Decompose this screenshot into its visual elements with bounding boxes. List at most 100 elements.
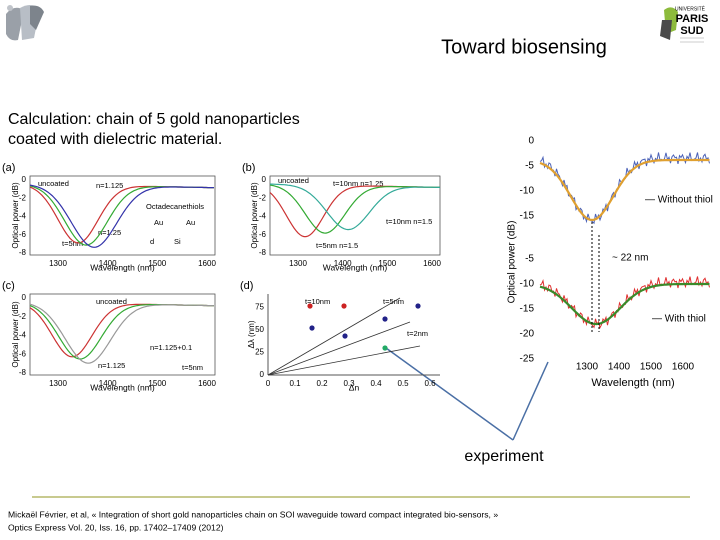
x-tick-label: 1400 <box>99 259 117 268</box>
point <box>309 325 315 331</box>
annotation: t=5nm <box>182 363 203 372</box>
panel-label: (c) <box>2 280 15 292</box>
y-tick-label: -8 <box>259 248 267 257</box>
y-tick-label: 0 <box>528 136 534 147</box>
x-tick-label: 1300 <box>289 259 307 268</box>
y-tick-label: -5 <box>525 161 534 172</box>
annotation: Au <box>186 218 195 227</box>
x-tick-label: 1300 <box>576 362 599 373</box>
reference-line: Optics Express Vol. 20, Iss. 16, pp. 174… <box>8 522 224 532</box>
y-tick-label: -2 <box>259 193 267 202</box>
x-tick-label: 0.4 <box>370 379 382 388</box>
x-tick-label: 1500 <box>640 362 663 373</box>
panel-label: (a) <box>2 162 15 174</box>
x-tick-label: 1400 <box>99 379 117 388</box>
curve <box>539 282 710 326</box>
annotation: n=1.25 <box>98 228 121 237</box>
x-tick-label: 0.2 <box>316 379 328 388</box>
y-tick-label: -6 <box>259 230 267 239</box>
y-tick-label: -10 <box>520 186 535 197</box>
curve <box>269 185 440 238</box>
annotation: d <box>150 237 154 246</box>
x-tick-label: 0.1 <box>289 379 301 388</box>
x-tick-label: 1600 <box>198 259 216 268</box>
y-tick-label: 25 <box>255 348 264 357</box>
annotation: — Without thiol <box>645 195 713 206</box>
intro-line: coated with dielectric material. <box>8 131 222 148</box>
x-tick-label: 1400 <box>608 362 631 373</box>
x-tick-label: 1600 <box>672 362 695 373</box>
annotation: Si <box>174 237 181 246</box>
intro-line: Calculation: chain of 5 gold nanoparticl… <box>8 111 300 128</box>
x-tick-label: 1600 <box>198 379 216 388</box>
y-tick-label: -25 <box>520 354 535 365</box>
logo-text: UNIVERSITÉ <box>675 5 706 12</box>
reference-line: Mickaël Février, et al, « Integration of… <box>8 509 498 519</box>
annotation: t=10nm n=1.25 <box>333 179 383 188</box>
annotation: uncoated <box>96 297 127 306</box>
annotation: uncoated <box>38 179 69 188</box>
curve <box>29 303 215 364</box>
y-tick-label: -10 <box>520 279 535 290</box>
annotation: t=10nm n=1.5 <box>386 217 432 226</box>
point <box>307 303 313 309</box>
annotation: t=10nm <box>305 297 330 306</box>
annotation: Au <box>154 218 163 227</box>
y-tick-label: 50 <box>255 325 264 334</box>
annotation: t=2nm <box>407 329 428 338</box>
x-tick-label: 0.5 <box>397 379 409 388</box>
x-tick-label: 1500 <box>148 259 166 268</box>
point <box>341 303 347 309</box>
annotation: n=1.125+0.1 <box>150 343 192 352</box>
annotation: uncoated <box>278 176 309 185</box>
annotation: n=1.125 <box>98 361 125 370</box>
x-tick-label: 0.3 <box>343 379 355 388</box>
logo-left <box>6 5 44 41</box>
y-axis-label: Optical power (dB) <box>507 221 518 304</box>
plot-frame <box>269 175 441 256</box>
annotation: t=5nm <box>62 239 83 248</box>
y-tick-label: -4 <box>259 212 267 221</box>
y-tick-label: -4 <box>19 331 27 340</box>
fit-line <box>267 345 421 376</box>
x-tick-label: 1600 <box>423 259 441 268</box>
y-tick-label: -8 <box>19 248 27 257</box>
y-tick-label: 0 <box>22 175 27 184</box>
title: Toward biosensing <box>441 36 607 58</box>
annotation: — With thiol <box>652 314 706 325</box>
y-tick-label: -2 <box>19 312 27 321</box>
y-tick-label: -5 <box>525 254 534 265</box>
logo-right: UNIVERSITÉ PARIS SUD <box>660 5 709 43</box>
panel-label: (d) <box>240 280 253 292</box>
y-tick-label: -2 <box>19 193 27 202</box>
fit-line <box>267 297 401 376</box>
y-tick-label: -20 <box>520 329 535 340</box>
y-tick-label: -6 <box>19 230 27 239</box>
curve <box>539 158 710 222</box>
x-axis-label: Wavelength (nm) <box>90 382 155 392</box>
annotation: experiment <box>464 448 544 465</box>
curve <box>29 184 215 248</box>
y-tick-label: 0 <box>22 293 27 302</box>
point <box>382 345 388 351</box>
x-tick-label: 1400 <box>334 259 352 268</box>
annotation: Octadecanethiols <box>146 202 204 211</box>
annotation: t=5nm n=1.5 <box>316 241 358 250</box>
point <box>415 303 421 309</box>
logo-text: PARIS <box>676 13 709 25</box>
annotation: n=1.125 <box>96 181 123 190</box>
x-axis-label: Δn <box>349 382 360 392</box>
fit-line <box>267 321 411 376</box>
x-axis-label: Wavelength (nm) <box>323 262 388 272</box>
x-tick-label: 1300 <box>49 259 67 268</box>
x-tick-label: 1300 <box>49 379 67 388</box>
point <box>342 333 348 339</box>
panel-label: (b) <box>242 162 255 174</box>
plot-frame <box>29 175 216 256</box>
logo-text: SUD <box>680 25 703 37</box>
y-tick-label: -15 <box>520 211 535 222</box>
y-tick-label: -8 <box>19 368 27 377</box>
y-axis-label: Optical power (dB) <box>11 301 20 368</box>
y-tick-label: 0 <box>262 175 267 184</box>
x-tick-label: 1500 <box>148 379 166 388</box>
